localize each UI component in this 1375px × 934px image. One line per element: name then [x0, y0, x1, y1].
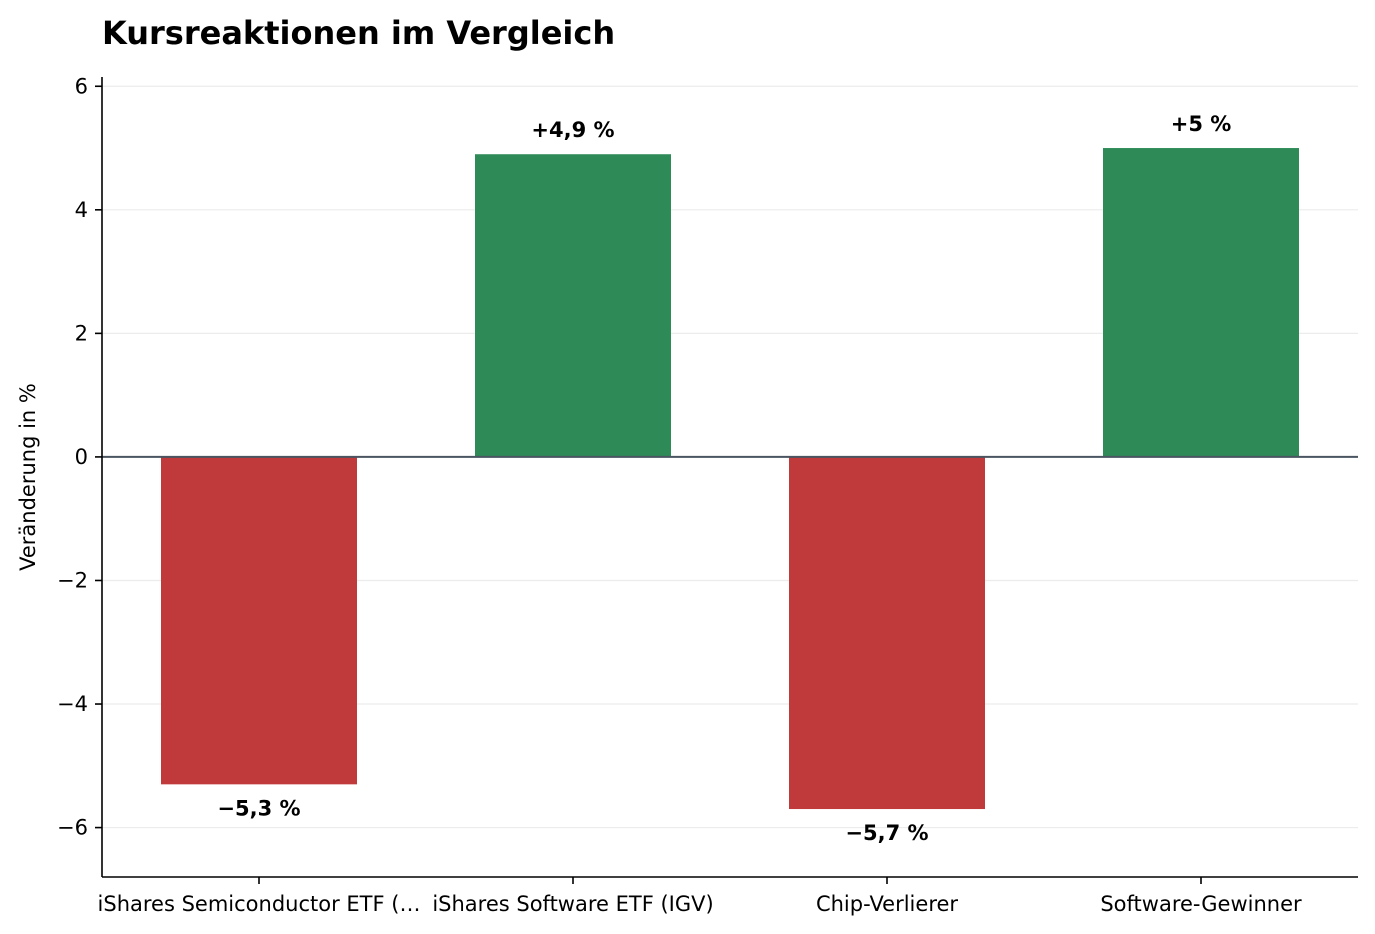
y-tick-label: 0 — [75, 445, 88, 469]
chart-title: Kursreaktionen im Vergleich — [102, 14, 615, 52]
data-label: −5,3 % — [217, 796, 300, 820]
y-tick-label: 6 — [75, 74, 88, 98]
x-tick-label: iShares Semiconductor ETF (… — [98, 892, 421, 916]
x-tick-label: iShares Software ETF (IGV) — [432, 892, 713, 916]
x-ticks: iShares Semiconductor ETF (… iShares Soft… — [98, 877, 1302, 916]
data-label: +4,9 % — [531, 118, 614, 142]
bars — [161, 148, 1299, 810]
value-labels: −5,3 % +4,9 % −5,7 % +5 % — [217, 112, 1231, 845]
bar — [1103, 148, 1299, 457]
x-tick-label: Chip-Verlierer — [816, 892, 958, 916]
y-ticks: 6 4 2 0 −2 −4 −6 — [57, 74, 102, 840]
x-tick-label: Software-Gewinner — [1100, 892, 1302, 916]
data-label: +5 % — [1171, 112, 1232, 136]
bar — [475, 154, 671, 457]
y-tick-label: −2 — [57, 568, 88, 592]
bar — [789, 456, 985, 810]
y-tick-label: 4 — [75, 198, 88, 222]
bar — [161, 456, 357, 785]
y-tick-label: −6 — [57, 816, 88, 840]
data-label: −5,7 % — [845, 821, 928, 845]
y-tick-label: −4 — [57, 692, 88, 716]
y-axis-label: Veränderung in % — [16, 383, 40, 571]
y-tick-label: 2 — [75, 321, 88, 345]
